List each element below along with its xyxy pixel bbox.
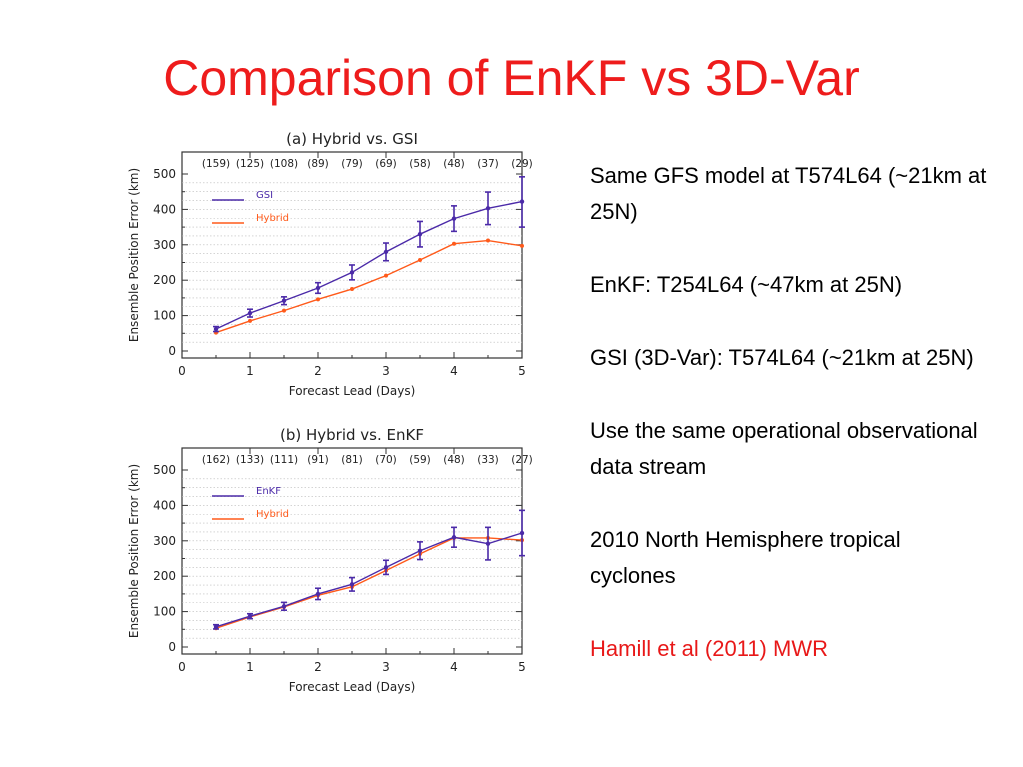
legend-label-hybrid: Hybrid bbox=[256, 213, 289, 224]
data-point-hybrid bbox=[316, 297, 320, 302]
chart-title: (a) Hybrid vs. GSI bbox=[286, 130, 418, 148]
x-tick-label: 1 bbox=[246, 660, 254, 674]
data-point-gsi bbox=[213, 326, 219, 332]
sample-count-label: (89) bbox=[307, 158, 329, 170]
sample-count-label: (70) bbox=[375, 454, 397, 466]
y-tick-label: 0 bbox=[168, 640, 176, 654]
sample-count-label: (108) bbox=[270, 158, 298, 170]
slide-title: Comparison of EnKF vs 3D-Var bbox=[163, 50, 860, 106]
bullet-list: Same GFS model at T574L64 (~21km at 25N)… bbox=[590, 158, 990, 704]
x-tick-label: 5 bbox=[518, 660, 526, 674]
chart-title: (b) Hybrid vs. EnKF bbox=[280, 426, 424, 444]
sample-count-label: (111) bbox=[270, 454, 298, 466]
sample-count-label: (79) bbox=[341, 158, 363, 170]
data-point-enkf bbox=[417, 548, 423, 553]
sample-count-label: (91) bbox=[307, 454, 329, 466]
y-tick-label: 400 bbox=[153, 202, 176, 216]
data-point-gsi bbox=[315, 285, 321, 291]
chart-hybrid-vs-gsi: (a) Hybrid vs. GSI 0 100 200 300 400 500 0 1 2 3 4 5… bbox=[127, 130, 533, 398]
x-tick-label: 5 bbox=[518, 364, 526, 378]
sample-count-label: (37) bbox=[477, 158, 499, 170]
data-point-enkf bbox=[349, 582, 355, 587]
data-point-enkf bbox=[281, 604, 287, 609]
legend-label-gsi: GSI bbox=[256, 190, 273, 201]
x-tick-label: 4 bbox=[450, 660, 458, 674]
data-point-hybrid bbox=[418, 258, 422, 263]
data-point-hybrid bbox=[248, 318, 252, 323]
y-tick-label: 500 bbox=[153, 463, 176, 477]
sample-count-label: (162) bbox=[202, 454, 230, 466]
y-axis-label: Ensemble Position Error (km) bbox=[127, 464, 141, 638]
data-point-enkf bbox=[315, 591, 321, 597]
bullet-cyclones: 2010 North Hemisphere tropical cyclones bbox=[590, 527, 901, 588]
series-line-hybrid bbox=[215, 239, 523, 334]
sample-count-label: (27) bbox=[511, 454, 533, 466]
y-tick-label: 0 bbox=[168, 344, 176, 358]
data-point-gsi bbox=[383, 249, 389, 255]
series-line-hybrid bbox=[215, 537, 523, 629]
sample-count-label: (48) bbox=[443, 158, 465, 170]
data-point-gsi bbox=[281, 298, 287, 303]
data-point-gsi bbox=[485, 206, 491, 211]
x-tick-label: 4 bbox=[450, 364, 458, 378]
bullet-gsi: GSI (3D-Var): T574L64 (~21km at 25N) bbox=[590, 345, 974, 370]
sample-count-label: (58) bbox=[409, 158, 431, 170]
x-tick-label: 3 bbox=[382, 364, 390, 378]
x-tick-label: 0 bbox=[178, 364, 186, 378]
data-point-hybrid bbox=[350, 287, 354, 292]
sample-count-label: (125) bbox=[236, 158, 264, 170]
data-point-enkf bbox=[519, 530, 525, 536]
legend-label-enkf: EnKF bbox=[256, 486, 281, 497]
x-tick-label: 0 bbox=[178, 660, 186, 674]
y-tick-label: 300 bbox=[153, 534, 176, 548]
bullet-model: Same GFS model at T574L64 (~21km at 25N) bbox=[590, 163, 987, 224]
sample-count-label: (48) bbox=[443, 454, 465, 466]
data-point-enkf bbox=[485, 541, 491, 546]
sample-count-label: (59) bbox=[409, 454, 431, 466]
x-tick-label: 1 bbox=[246, 364, 254, 378]
x-tick-label: 2 bbox=[314, 364, 322, 378]
sample-count-label: (69) bbox=[375, 158, 397, 170]
y-tick-label: 200 bbox=[153, 273, 176, 287]
bullet-data-stream: Use the same operational observational d… bbox=[590, 418, 978, 479]
data-point-gsi bbox=[247, 310, 253, 316]
y-tick-label: 100 bbox=[153, 605, 176, 619]
y-tick-label: 200 bbox=[153, 569, 176, 583]
bullet-enkf: EnKF: T254L64 (~47km at 25N) bbox=[590, 272, 903, 297]
sample-count-label: (29) bbox=[511, 158, 533, 170]
sample-count-label: (133) bbox=[236, 454, 264, 466]
y-tick-label: 400 bbox=[153, 498, 176, 512]
data-point-enkf bbox=[213, 624, 219, 630]
sample-count-label: (33) bbox=[477, 454, 499, 466]
citation: Hamill et al (2011) MWR bbox=[590, 636, 828, 661]
data-point-hybrid bbox=[452, 241, 456, 246]
y-tick-label: 300 bbox=[153, 238, 176, 252]
data-point-hybrid bbox=[384, 273, 388, 278]
y-tick-label: 100 bbox=[153, 309, 176, 323]
data-point-gsi bbox=[349, 270, 355, 275]
x-axis-label: Forecast Lead (Days) bbox=[289, 680, 416, 694]
sample-count-label: (159) bbox=[202, 158, 230, 170]
data-point-gsi bbox=[417, 231, 423, 237]
data-point-enkf bbox=[247, 614, 253, 619]
x-axis-label: Forecast Lead (Days) bbox=[289, 384, 416, 398]
data-point-enkf bbox=[451, 535, 457, 540]
sample-count-label: (81) bbox=[341, 454, 363, 466]
series-line-gsi bbox=[215, 200, 523, 330]
x-tick-label: 3 bbox=[382, 660, 390, 674]
y-tick-label: 500 bbox=[153, 167, 176, 181]
legend-label-hybrid: Hybrid bbox=[256, 509, 289, 520]
data-point-gsi bbox=[451, 216, 457, 221]
data-point-enkf bbox=[383, 565, 389, 570]
data-point-hybrid bbox=[520, 243, 524, 248]
series-line-enkf bbox=[215, 532, 523, 628]
y-axis-label: Ensemble Position Error (km) bbox=[127, 168, 141, 342]
x-tick-label: 2 bbox=[314, 660, 322, 674]
data-point-hybrid bbox=[282, 308, 286, 313]
data-point-hybrid bbox=[486, 238, 490, 243]
chart-hybrid-vs-enkf: (b) Hybrid vs. EnKF 0 100 200 300 400 500 0 1 2 3 4… bbox=[127, 426, 533, 694]
data-point-gsi bbox=[519, 199, 525, 204]
